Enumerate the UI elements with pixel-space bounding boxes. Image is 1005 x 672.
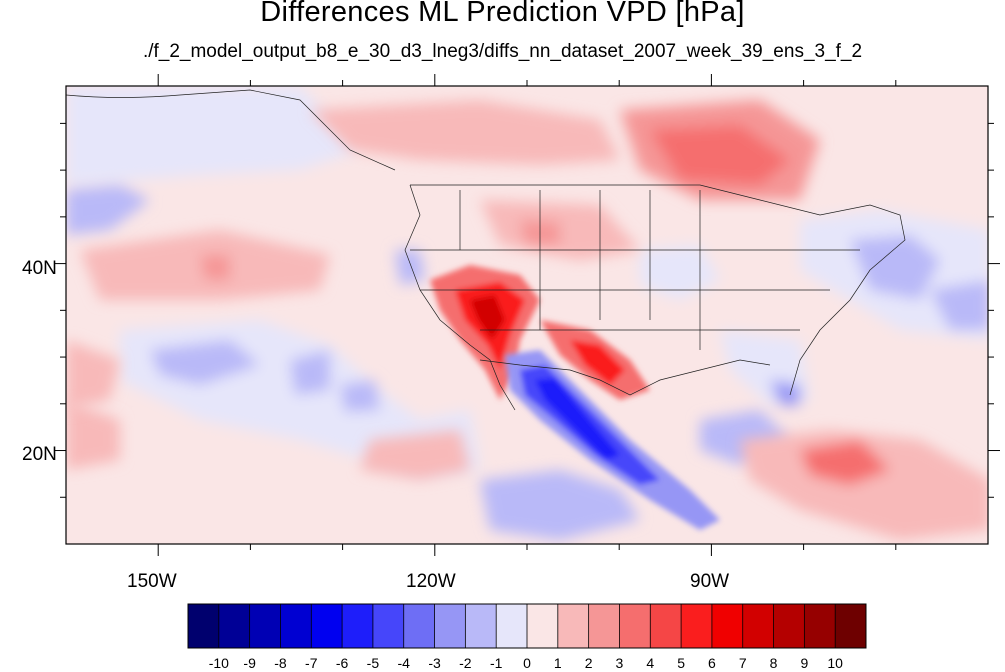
- colorbar-label: 4: [646, 655, 654, 671]
- colorbar-swatch: [527, 604, 559, 648]
- map-title: Differences ML Prediction VPD [hPa]: [260, 0, 745, 28]
- colorbar-swatch: [249, 604, 281, 648]
- lat-label-20n: 20N: [22, 444, 57, 465]
- colorbar-label: 10: [827, 655, 843, 671]
- colorbar-label: 6: [708, 655, 716, 671]
- colorbar-swatch: [496, 604, 528, 648]
- colorbar-label: -3: [428, 655, 441, 671]
- map-subtitle: ./f_2_model_output_b8_e_30_d3_lneg3/diff…: [142, 41, 863, 62]
- colorbar-swatch: [835, 604, 867, 648]
- colorbar-label: -4: [398, 655, 411, 671]
- colorbar-swatch: [650, 604, 682, 648]
- colorbar-swatch: [619, 604, 651, 648]
- colorbar-swatch: [218, 604, 250, 648]
- map-ticks: [54, 74, 1000, 556]
- colorbar-swatch: [773, 604, 805, 648]
- colorbar-label: -6: [336, 655, 349, 671]
- colorbar-label: -7: [305, 655, 318, 671]
- colorbar-swatch: [280, 604, 312, 648]
- vpd-difference-field: [66, 86, 988, 544]
- colorbar-label: -1: [490, 655, 503, 671]
- colorbar-label: 8: [770, 655, 778, 671]
- colorbar-label: -5: [367, 655, 380, 671]
- colorbar-label: -8: [274, 655, 287, 671]
- colorbar-swatch: [434, 604, 466, 648]
- lon-label-120w: 120W: [406, 571, 456, 592]
- colorbar-label: 9: [800, 655, 808, 671]
- coastline-overlay: [66, 89, 906, 411]
- lon-label-150w: 150W: [127, 571, 177, 592]
- colorbar-label: -2: [459, 655, 472, 671]
- colorbar-swatch: [588, 604, 620, 648]
- lon-label-90w: 90W: [690, 571, 730, 592]
- colorbar-swatch: [711, 604, 744, 648]
- colorbar-swatch: [372, 604, 405, 648]
- colorbar-swatch: [311, 604, 343, 648]
- colorbar-label: 3: [616, 655, 624, 671]
- colorbar-frame: [187, 603, 867, 649]
- colorbar-swatch: [742, 604, 774, 648]
- colorbar-label: 1: [554, 655, 562, 671]
- colorbar-label: 7: [739, 655, 747, 671]
- colorbar-label: 5: [677, 655, 685, 671]
- colorbar-swatch: [342, 604, 374, 648]
- colorbar-swatch: [403, 604, 435, 648]
- colorbar-swatch: [557, 604, 589, 648]
- colorbar-swatch: [188, 604, 220, 648]
- colorbar-label: -9: [243, 655, 256, 671]
- colorbar-swatch: [681, 604, 713, 648]
- colorbar-label: 2: [585, 655, 593, 671]
- colorbar-label: 0: [523, 655, 531, 671]
- colorbar-swatch: [465, 604, 497, 648]
- colorbar-swatch: [804, 604, 836, 648]
- colorbar-label: -10: [209, 655, 229, 671]
- lat-label-40n: 40N: [22, 258, 57, 279]
